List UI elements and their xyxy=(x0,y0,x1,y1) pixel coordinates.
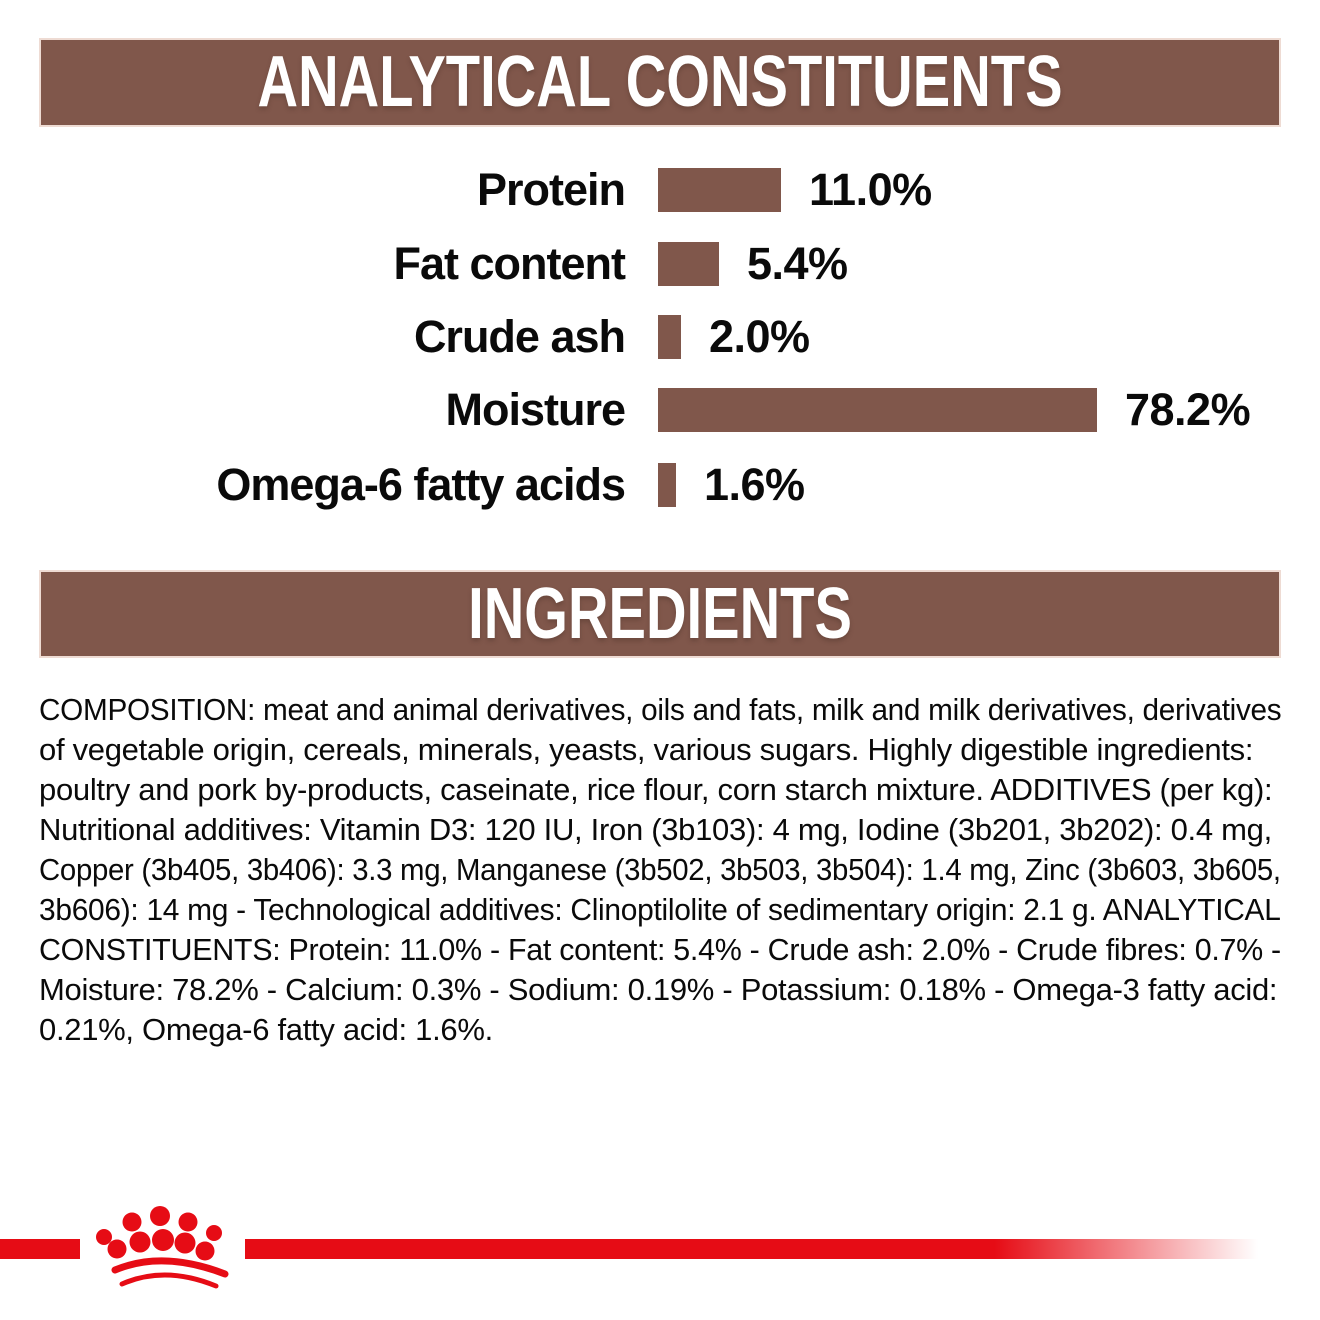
composition-line: Copper (3b405, 3b406): 3.3 mg, Manganese… xyxy=(39,852,1281,887)
red-stripe-left xyxy=(0,1239,80,1259)
composition-line: Moisture: 78.2% - Calcium: 0.3% - Sodium… xyxy=(39,972,1278,1007)
analytical-constituents-chart: Protein 11.0% Fat content 5.4% Crude ash… xyxy=(39,0,1281,560)
bar-value: 78.2% xyxy=(1125,384,1251,435)
composition-text-block: COMPOSITION: meat and animal derivatives… xyxy=(39,690,1282,1050)
chart-row-protein: Protein 11.0% xyxy=(39,164,1281,215)
bar-crude-ash xyxy=(658,315,681,359)
bar-label: Fat content xyxy=(393,238,627,289)
composition-line: COMPOSITION: meat and animal derivatives… xyxy=(39,692,1282,727)
royal-canin-crown-icon xyxy=(96,1206,229,1289)
bar-value: 1.6% xyxy=(704,459,805,510)
bar-label: Crude ash xyxy=(413,311,626,362)
bar-label: Omega-6 fatty acids xyxy=(216,459,626,510)
chart-row-fat-content: Fat content 5.4% xyxy=(39,238,1281,289)
composition-line: of vegetable origin, cereals, minerals, … xyxy=(39,732,1254,767)
red-stripe-right xyxy=(245,1239,1258,1259)
bar-label: Moisture xyxy=(445,384,626,435)
bar-value: 11.0% xyxy=(809,164,932,215)
chart-row-omega6: Omega-6 fatty acids 1.6% xyxy=(39,459,1281,510)
chart-row-moisture: Moisture 78.2% xyxy=(39,384,1281,435)
composition-line: 0.21%, Omega-6 fatty acid: 1.6%. xyxy=(39,1012,493,1047)
analytical-constituents-title: ANALYTICAL CONSTITUENTS xyxy=(257,42,1063,122)
bar-protein xyxy=(658,168,781,212)
analytical-constituents-banner: ANALYTICAL CONSTITUENTS xyxy=(39,38,1281,127)
composition-line: 3b606): 14 mg - Technological additives:… xyxy=(39,892,1281,927)
bar-fat-content xyxy=(658,242,719,286)
ingredients-title: INGREDIENTS xyxy=(468,574,852,654)
bar-omega6 xyxy=(658,463,676,507)
bar-label: Protein xyxy=(476,164,626,215)
bar-moisture xyxy=(658,388,1097,432)
chart-row-crude-ash: Crude ash 2.0% xyxy=(39,311,1281,362)
composition-line: Nutritional additives: Vitamin D3: 120 I… xyxy=(39,812,1272,847)
composition-line: CONSTITUENTS: Protein: 11.0% - Fat conte… xyxy=(39,932,1281,967)
composition-line: poultry and pork by-products, caseinate,… xyxy=(39,772,1273,807)
ingredients-banner: INGREDIENTS xyxy=(39,570,1281,658)
bar-value: 2.0% xyxy=(709,311,810,362)
bar-value: 5.4% xyxy=(747,238,848,289)
